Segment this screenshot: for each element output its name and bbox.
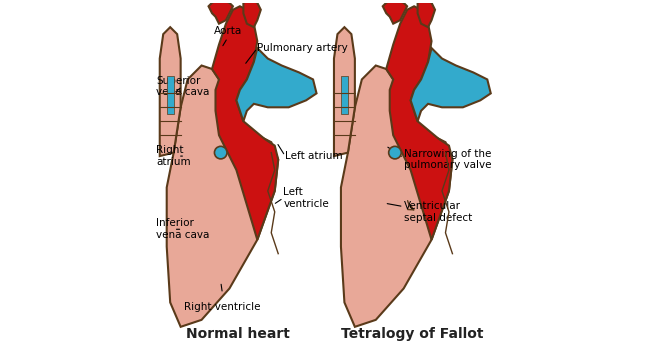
Polygon shape (167, 76, 174, 114)
Polygon shape (209, 0, 233, 24)
Text: Inferior
vena cava: Inferior vena cava (156, 218, 210, 240)
Text: Left atrium: Left atrium (285, 151, 343, 161)
Polygon shape (160, 27, 181, 156)
Polygon shape (341, 65, 453, 327)
Polygon shape (387, 6, 453, 240)
Polygon shape (243, 0, 261, 27)
Text: Aorta: Aorta (214, 26, 242, 36)
Text: Right ventricle: Right ventricle (184, 302, 261, 313)
Text: Ventricular
septal defect: Ventricular septal defect (404, 201, 472, 223)
Circle shape (388, 146, 401, 159)
Polygon shape (212, 6, 278, 240)
Polygon shape (341, 76, 348, 114)
Polygon shape (411, 48, 490, 121)
Circle shape (215, 146, 227, 159)
Text: Normal heart: Normal heart (186, 327, 290, 341)
Polygon shape (383, 0, 407, 24)
Text: Superior
vena cava: Superior vena cava (156, 76, 210, 97)
Text: Narrowing of the
pulmonary valve: Narrowing of the pulmonary valve (404, 149, 491, 170)
Polygon shape (167, 65, 278, 327)
Polygon shape (236, 48, 317, 121)
Polygon shape (418, 0, 435, 27)
Text: Right
atrium: Right atrium (156, 145, 191, 167)
Text: Pulmonary artery: Pulmonary artery (257, 43, 348, 53)
Text: Left
ventricle: Left ventricle (283, 187, 329, 209)
Polygon shape (334, 27, 355, 156)
Text: Tetralogy of Fallot: Tetralogy of Fallot (341, 327, 483, 341)
